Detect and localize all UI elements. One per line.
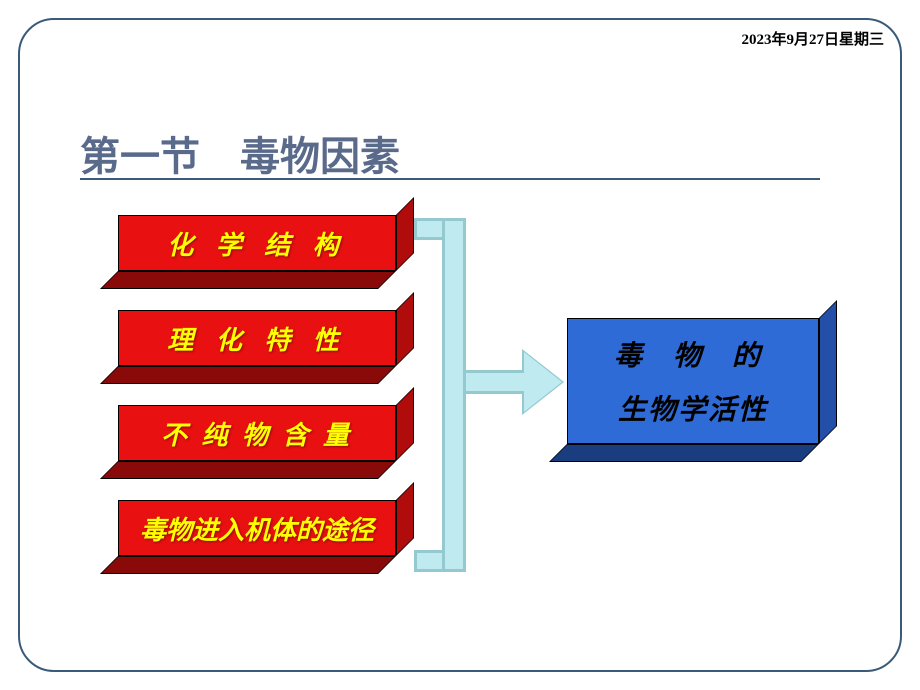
factor-box-3: 不 纯 物 含 量 [118,405,396,461]
result-box: 毒 物 的 生物学活性 [567,318,819,444]
connector-bottom-seg [414,550,444,572]
factor-label-4: 毒物进入机体的途径 [118,500,396,556]
factor-box-1: 化 学 结 构 [118,215,396,271]
factor-box-4: 毒物进入机体的途径 [118,500,396,556]
factor-label-2: 理 化 特 性 [118,310,396,366]
result-line-2: 生物学活性 [618,388,768,428]
connector-top-seg [414,218,444,240]
connector-vertical [442,218,466,572]
connector-arrow-stem [466,370,524,394]
factor-label-3: 不 纯 物 含 量 [118,405,396,461]
factor-label-1: 化 学 结 构 [118,215,396,271]
diagram-container: 化 学 结 构 理 化 特 性 不 纯 物 含 量 毒物进入机体的途径 毒 物 … [0,0,920,690]
factor-box-2: 理 化 特 性 [118,310,396,366]
connector-arrow-head [524,352,562,412]
result-line-1: 毒 物 的 [614,334,772,374]
